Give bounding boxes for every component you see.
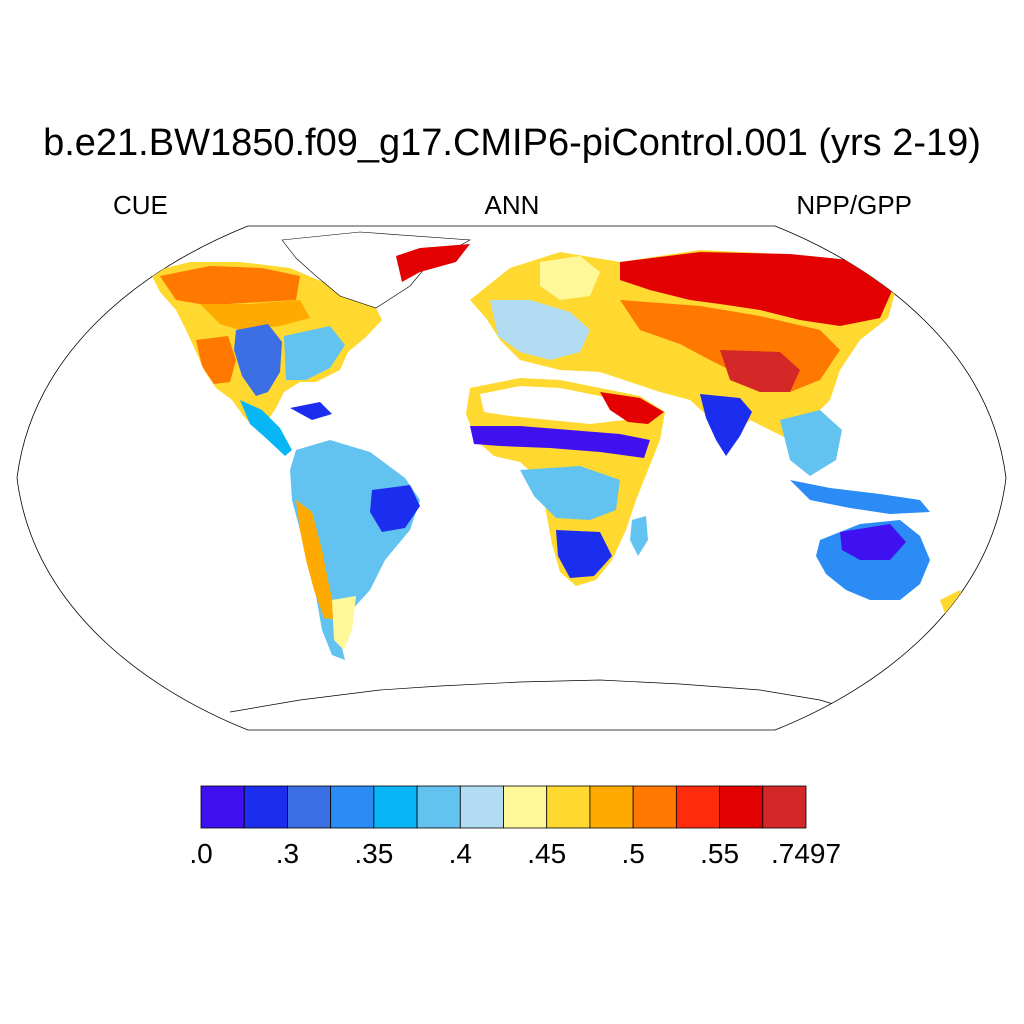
usa-blue-west xyxy=(234,324,282,396)
north-america-north-red xyxy=(160,266,300,304)
colorbar-tick-label: .55 xyxy=(700,838,740,869)
colorbar-swatch xyxy=(503,785,548,829)
season-label: ANN xyxy=(484,190,540,220)
patagonia-yellow xyxy=(332,596,356,650)
usa-east-lightblue xyxy=(284,326,345,380)
india-blue xyxy=(700,394,752,456)
colorbar-tick-label: .35 xyxy=(354,838,394,869)
usa-southwest-orange xyxy=(196,336,236,384)
sahara-white xyxy=(480,386,630,424)
colorbar-swatch xyxy=(459,785,504,829)
madagascar xyxy=(630,516,648,556)
caribbean-islands xyxy=(290,402,332,420)
australia-interior-blue xyxy=(840,524,906,560)
colorbar-swatch xyxy=(373,785,418,829)
sahara-red-edge xyxy=(600,392,664,424)
colorbar-swatch xyxy=(719,785,764,829)
scandinavia-yellow xyxy=(540,256,600,300)
colorbar-tick-label: .7497 xyxy=(770,838,842,869)
colorbar-swatch xyxy=(287,785,332,829)
colorbar-tick-label: .4 xyxy=(448,838,472,869)
colorbar-swatch xyxy=(589,785,634,829)
central-africa-lightblue xyxy=(520,466,620,520)
colorbar-swatch xyxy=(416,785,461,829)
colorbar-tick-label: .45 xyxy=(527,838,567,869)
colorbar-tick-label: .5 xyxy=(621,838,645,869)
europe-lightblue xyxy=(490,300,590,360)
colorbar-swatch xyxy=(762,785,807,829)
andes-orange xyxy=(296,500,338,620)
indonesia xyxy=(790,480,930,514)
variable-label: CUE xyxy=(113,190,168,220)
colorbar-swatch xyxy=(546,785,591,829)
antarctica-outline xyxy=(229,679,861,713)
canada-orange-band xyxy=(200,300,310,330)
colorbar-swatch xyxy=(243,785,288,829)
brazil-east-blue xyxy=(370,485,420,532)
colorbar-swatch xyxy=(200,785,245,829)
plot-title: b.e21.BW1850.f09_g17.CMIP6-piControl.001… xyxy=(43,122,981,164)
tibet-red xyxy=(720,350,800,392)
colorbar-tick-label: .0 xyxy=(189,838,213,869)
central-america xyxy=(240,400,292,456)
colorbar-swatch xyxy=(330,785,375,829)
colorbar-tick-label: .3 xyxy=(275,838,300,869)
southeast-asia xyxy=(780,410,842,476)
southern-africa-blue xyxy=(556,530,612,578)
colorbar-swatch xyxy=(632,785,677,829)
units-label: NPP/GPP xyxy=(796,190,912,220)
colorbar-swatch xyxy=(675,785,720,829)
sahel-blue-band xyxy=(470,426,650,458)
siberia-red xyxy=(620,252,895,326)
greenland-red-edge xyxy=(396,244,470,282)
